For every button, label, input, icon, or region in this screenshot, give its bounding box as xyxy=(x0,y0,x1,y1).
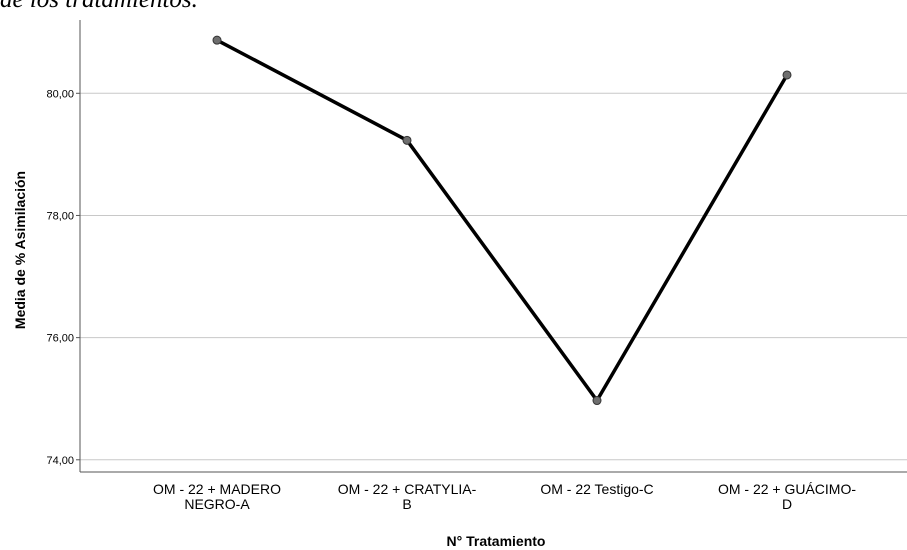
y-tick-label: 76,00 xyxy=(46,333,74,345)
y-tick-label: 80,00 xyxy=(46,88,74,100)
x-category-label: OM - 22 + MADERO NEGRO-A xyxy=(153,481,281,512)
y-tick-labels: 74,00 76,00 78,00 80,00 xyxy=(46,88,80,467)
gridlines xyxy=(80,92,907,461)
series-line xyxy=(216,38,789,403)
x-axis-title: N° Tratamiento xyxy=(447,533,546,549)
x-category-labels: OM - 22 + MADERO NEGRO-A OM - 22 + CRATYLI… xyxy=(153,481,856,512)
data-point xyxy=(212,35,222,45)
data-point xyxy=(782,70,792,80)
x-category-label: OM - 22 Testigo-C xyxy=(540,481,653,497)
y-tick-label: 78,00 xyxy=(46,210,74,222)
y-axis-title: Media de % Asimilación xyxy=(12,171,28,329)
data-point xyxy=(592,396,602,406)
x-category-label: OM - 22 + GUÁCIMO-D xyxy=(718,481,856,512)
figure-caption: de los tratamientos. xyxy=(0,0,198,14)
data-point xyxy=(402,135,412,145)
y-tick-label: 74,00 xyxy=(46,455,74,467)
x-category-label: OM - 22 + CRATYLIA-B xyxy=(338,481,477,512)
data-markers xyxy=(212,35,792,406)
